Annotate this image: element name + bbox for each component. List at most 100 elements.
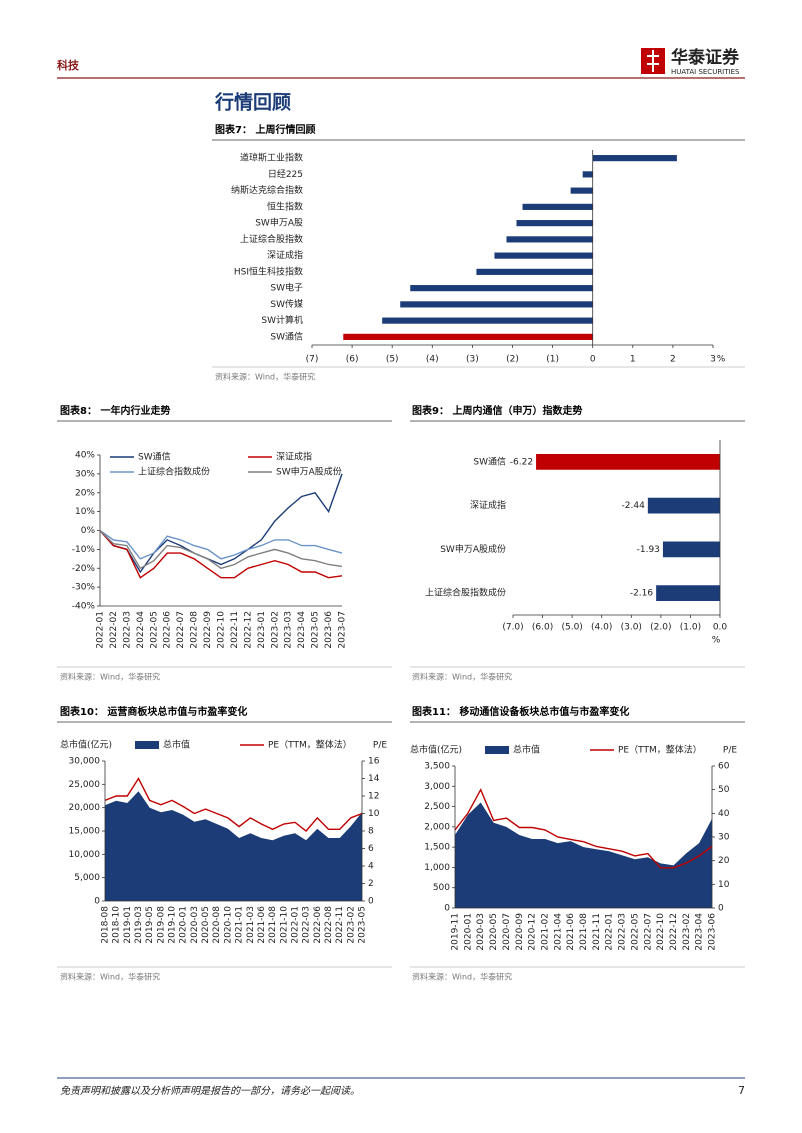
x-tick-label: 2020-10 [223, 906, 233, 944]
bar [506, 236, 593, 243]
y2-tick-label: 10 [368, 809, 380, 819]
x-tick-label: 3 [710, 355, 716, 365]
category-label: SW申万A股 [255, 217, 303, 229]
x-tick-label: (4) [426, 355, 439, 365]
bar [656, 585, 720, 601]
value-label: -2.16 [630, 589, 654, 599]
x-tick-label: 2022-12 [243, 611, 253, 649]
x-unit: % [712, 636, 721, 646]
legend-label: 总市值 [163, 739, 190, 751]
y2-tick-label: 60 [718, 762, 730, 772]
logo-text: 华泰证券 [671, 47, 740, 68]
x-tick-label: 2019-10 [168, 906, 178, 944]
x-tick-label: (3) [466, 355, 479, 365]
x-tick-label: 1 [630, 355, 636, 365]
header-section: 科技 [57, 58, 80, 72]
value-label: -6.22 [510, 457, 533, 467]
x-tick-label: 2021-02 [540, 913, 550, 951]
x-tick-label: 2020-12 [528, 913, 538, 951]
y2-axis-title: P/E [373, 741, 387, 751]
x-tick-label: 2021-08 [268, 906, 278, 944]
series-line [99, 473, 343, 574]
x-tick-label: 2023-01 [257, 611, 267, 649]
y2-tick-label: 2 [368, 879, 374, 889]
bar [494, 252, 593, 259]
y-tick-label: 15,000 [69, 827, 101, 837]
legend-label: PE（TTM，整体法） [618, 744, 702, 756]
y2-tick-label: 40 [718, 809, 730, 819]
x-tick-label: 2023-06 [324, 611, 334, 649]
x-tick-label: 2022-06 [163, 611, 173, 649]
y2-tick-label: 50 [718, 785, 730, 795]
x-tick-label: 2021-04 [553, 913, 563, 951]
category-label: HSI恒生科技指数 [234, 265, 303, 277]
y2-tick-label: 20 [718, 856, 730, 866]
series-line [99, 530, 343, 579]
x-tick-label: 2020-01 [463, 913, 473, 951]
y-tick-label: 1,500 [424, 843, 450, 853]
section-title: 行情回顾 [214, 91, 291, 114]
bar [662, 541, 720, 558]
page-number: 7 [738, 1084, 745, 1097]
x-tick-label: 2022-11 [230, 611, 240, 649]
x-tick-label: 2022-06 [313, 906, 323, 944]
y-tick-label: 3,000 [424, 782, 450, 792]
source-note: 资料来源：Wind，华泰研究 [60, 972, 160, 982]
x-tick-label: 2023-05 [358, 906, 368, 944]
bar [522, 203, 593, 210]
y-tick-label: 30,000 [69, 757, 101, 767]
x-tick-label: 2022-09 [203, 611, 213, 649]
category-label: SW通信 [270, 330, 303, 342]
x-tick-label: 2022-03 [618, 913, 628, 951]
legend-label: SW申万A股成份 [276, 466, 342, 478]
series-line [99, 529, 343, 560]
bar [592, 155, 677, 162]
legend-swatch [135, 741, 159, 749]
x-tick-label: 2023-04 [297, 611, 307, 649]
x-tick-label: 2022-01 [605, 913, 615, 951]
x-tick-label: 2018-08 [101, 906, 111, 944]
x-tick-label: 2023-04 [695, 913, 705, 951]
x-tick-label: 2022-08 [190, 611, 200, 649]
y-tick-label: 0 [94, 897, 100, 907]
source-note: 资料来源：Wind，华泰研究 [215, 372, 315, 382]
category-label: 恒生指数 [267, 200, 303, 212]
y-tick-label: 10,000 [69, 850, 101, 860]
logo-mark [647, 50, 659, 72]
x-tick-label: 2020-01 [179, 906, 189, 944]
x-tick-label: 2019-01 [123, 906, 133, 944]
category-label: 纳斯达克综合指数 [231, 184, 303, 196]
y-tick-label: 0 [444, 904, 450, 914]
x-unit: % [717, 355, 726, 365]
y-axis-title: 总市值(亿元) [60, 739, 112, 751]
y-tick-label: 20,000 [69, 803, 101, 813]
source-note: 资料来源：Wind，华泰研究 [412, 972, 512, 982]
y2-tick-label: 12 [368, 792, 379, 802]
x-tick-label: 2022-04 [136, 611, 146, 649]
x-tick-label: 2018-10 [112, 906, 122, 944]
x-tick-label: (6.0) [532, 623, 553, 633]
x-tick-label: 2023-03 [284, 611, 294, 649]
x-tick-label: 2022-02 [109, 611, 119, 649]
category-label: SW传媒 [270, 298, 303, 310]
bar [410, 285, 593, 292]
bar [343, 333, 593, 340]
logo-english: HUATAI SECURITIES [671, 68, 740, 76]
x-tick-label: 2020-09 [515, 913, 525, 951]
value-label: -1.93 [637, 545, 660, 555]
x-tick-label: 2023-02 [270, 611, 280, 649]
x-tick-label: 2021-08 [579, 913, 589, 951]
y-axis-title: 总市值(亿元) [410, 744, 462, 756]
x-tick-label: 2022-08 [324, 906, 334, 944]
y-tick-label: 40% [75, 451, 95, 461]
x-tick-label: 2020-05 [201, 906, 211, 944]
x-tick-label: 2023-02 [682, 913, 692, 951]
x-tick-label: 2022-10 [217, 611, 227, 649]
x-tick-label: 2021-10 [279, 906, 289, 944]
x-tick-label: 2019-08 [156, 906, 166, 944]
x-tick-label: (2.0) [650, 623, 671, 633]
x-tick-label: (5) [386, 355, 399, 365]
x-tick-label: 2023-06 [708, 913, 718, 951]
footer-disclaimer: 免责声明和披露以及分析师声明是报告的一部分，请务必一起阅读。 [60, 1085, 360, 1097]
